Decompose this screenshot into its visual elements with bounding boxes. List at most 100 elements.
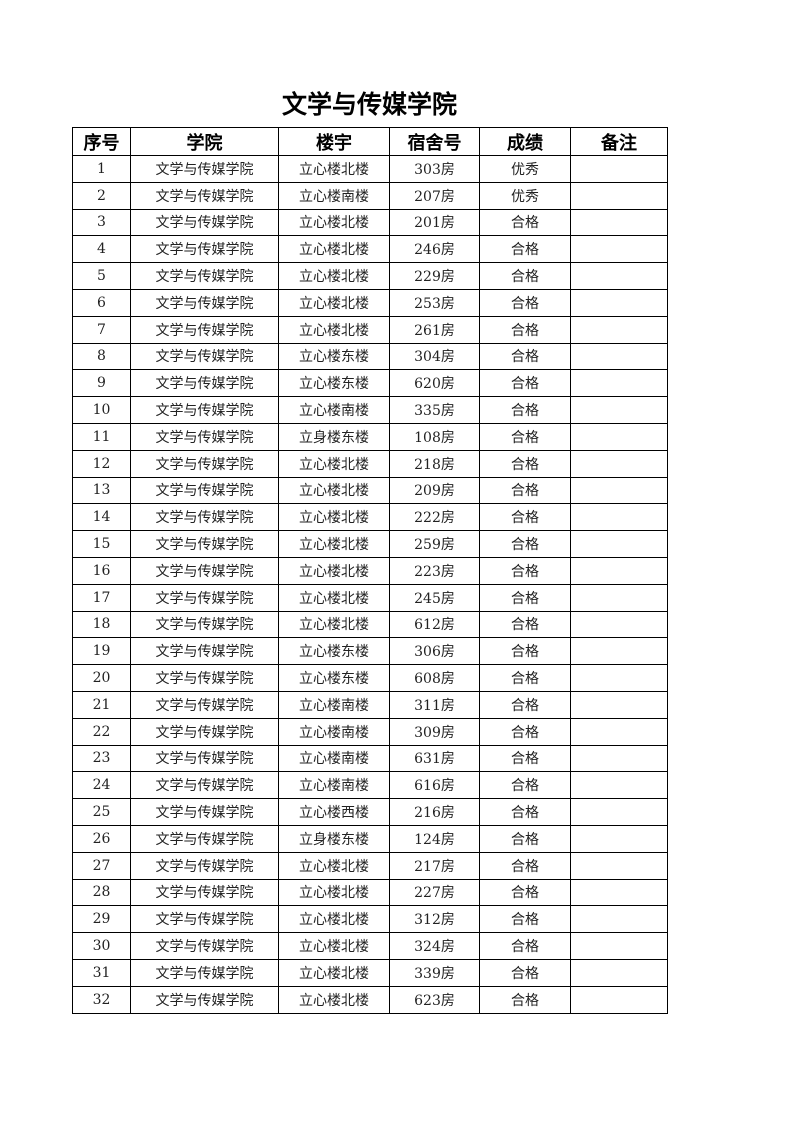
cell-college: 文学与传媒学院 bbox=[130, 878, 279, 907]
cell-index: 7 bbox=[72, 315, 131, 344]
cell-index: 25 bbox=[72, 798, 131, 826]
cell-room: 227房 bbox=[389, 878, 480, 907]
table-row: 5 文学与传媒学院 立心楼北楼 229房 合格 bbox=[72, 262, 668, 290]
cell-building: 立心楼南楼 bbox=[278, 717, 390, 746]
cell-remarks bbox=[570, 315, 668, 344]
table-row: 15 文学与传媒学院 立心楼北楼 259房 合格 bbox=[72, 530, 668, 558]
cell-room: 608房 bbox=[389, 664, 480, 692]
cell-grade: 合格 bbox=[479, 556, 571, 585]
cell-grade: 合格 bbox=[479, 771, 571, 800]
cell-index: 1 bbox=[72, 155, 131, 183]
cell-room: 259房 bbox=[389, 530, 480, 558]
cell-remarks bbox=[570, 610, 668, 639]
cell-building: 立心楼东楼 bbox=[278, 664, 390, 692]
cell-remarks bbox=[570, 342, 668, 371]
cell-building: 立心楼南楼 bbox=[278, 396, 390, 424]
cell-grade: 合格 bbox=[479, 369, 571, 398]
cell-room: 222房 bbox=[389, 503, 480, 532]
cell-building: 立心楼北楼 bbox=[278, 155, 390, 183]
cell-grade: 合格 bbox=[479, 878, 571, 907]
cell-remarks bbox=[570, 422, 668, 451]
cell-grade: 合格 bbox=[479, 637, 571, 666]
cell-building: 立心楼南楼 bbox=[278, 771, 390, 800]
cell-grade: 合格 bbox=[479, 449, 571, 478]
cell-grade: 优秀 bbox=[479, 181, 571, 210]
header-college: 学院 bbox=[130, 127, 279, 156]
cell-remarks bbox=[570, 905, 668, 934]
cell-college: 文学与传媒学院 bbox=[130, 610, 279, 639]
header-index: 序号 bbox=[72, 127, 131, 156]
cell-index: 14 bbox=[72, 503, 131, 532]
cell-college: 文学与传媒学院 bbox=[130, 851, 279, 880]
cell-grade: 合格 bbox=[479, 664, 571, 692]
cell-grade: 合格 bbox=[479, 717, 571, 746]
cell-remarks bbox=[570, 932, 668, 960]
table-row: 11 文学与传媒学院 立身楼东楼 108房 合格 bbox=[72, 422, 668, 451]
table-row: 25 文学与传媒学院 立心楼西楼 216房 合格 bbox=[72, 798, 668, 826]
cell-remarks bbox=[570, 181, 668, 210]
cell-remarks bbox=[570, 798, 668, 826]
cell-college: 文学与传媒学院 bbox=[130, 771, 279, 800]
cell-remarks bbox=[570, 717, 668, 746]
cell-index: 22 bbox=[72, 717, 131, 746]
cell-room: 631房 bbox=[389, 744, 480, 773]
cell-remarks bbox=[570, 208, 668, 237]
table-row: 12 文学与传媒学院 立心楼北楼 218房 合格 bbox=[72, 449, 668, 478]
cell-building: 立心楼南楼 bbox=[278, 690, 390, 719]
cell-remarks bbox=[570, 288, 668, 317]
cell-room: 223房 bbox=[389, 556, 480, 585]
cell-room: 312房 bbox=[389, 905, 480, 934]
cell-grade: 合格 bbox=[479, 342, 571, 371]
cell-index: 10 bbox=[72, 396, 131, 424]
cell-building: 立心楼北楼 bbox=[278, 905, 390, 934]
cell-grade: 合格 bbox=[479, 583, 571, 612]
cell-building: 立心楼北楼 bbox=[278, 958, 390, 987]
cell-room: 209房 bbox=[389, 476, 480, 505]
cell-room: 253房 bbox=[389, 288, 480, 317]
cell-index: 26 bbox=[72, 824, 131, 853]
cell-college: 文学与传媒学院 bbox=[130, 905, 279, 934]
cell-building: 立心楼东楼 bbox=[278, 637, 390, 666]
cell-grade: 合格 bbox=[479, 530, 571, 558]
cell-remarks bbox=[570, 690, 668, 719]
cell-building: 立心楼北楼 bbox=[278, 878, 390, 907]
cell-room: 246房 bbox=[389, 235, 480, 264]
cell-grade: 合格 bbox=[479, 396, 571, 424]
cell-building: 立心楼东楼 bbox=[278, 369, 390, 398]
cell-grade: 合格 bbox=[479, 824, 571, 853]
cell-building: 立心楼北楼 bbox=[278, 208, 390, 237]
cell-remarks bbox=[570, 396, 668, 424]
cell-index: 32 bbox=[72, 985, 131, 1014]
cell-building: 立心楼北楼 bbox=[278, 449, 390, 478]
cell-college: 文学与传媒学院 bbox=[130, 449, 279, 478]
cell-college: 文学与传媒学院 bbox=[130, 396, 279, 424]
cell-room: 311房 bbox=[389, 690, 480, 719]
table-row: 17 文学与传媒学院 立心楼北楼 245房 合格 bbox=[72, 583, 668, 612]
cell-grade: 合格 bbox=[479, 958, 571, 987]
cell-index: 31 bbox=[72, 958, 131, 987]
cell-building: 立心楼北楼 bbox=[278, 476, 390, 505]
cell-college: 文学与传媒学院 bbox=[130, 235, 279, 264]
cell-grade: 合格 bbox=[479, 610, 571, 639]
cell-grade: 合格 bbox=[479, 262, 571, 290]
cell-room: 620房 bbox=[389, 369, 480, 398]
cell-building: 立心楼北楼 bbox=[278, 583, 390, 612]
cell-remarks bbox=[570, 664, 668, 692]
cell-building: 立身楼东楼 bbox=[278, 824, 390, 853]
cell-college: 文学与传媒学院 bbox=[130, 288, 279, 317]
cell-college: 文学与传媒学院 bbox=[130, 315, 279, 344]
cell-room: 616房 bbox=[389, 771, 480, 800]
cell-college: 文学与传媒学院 bbox=[130, 556, 279, 585]
cell-college: 文学与传媒学院 bbox=[130, 744, 279, 773]
cell-building: 立心楼东楼 bbox=[278, 342, 390, 371]
cell-index: 28 bbox=[72, 878, 131, 907]
cell-remarks bbox=[570, 476, 668, 505]
cell-college: 文学与传媒学院 bbox=[130, 717, 279, 746]
cell-college: 文学与传媒学院 bbox=[130, 583, 279, 612]
table-row: 21 文学与传媒学院 立心楼南楼 311房 合格 bbox=[72, 690, 668, 719]
cell-room: 304房 bbox=[389, 342, 480, 371]
cell-building: 立心楼北楼 bbox=[278, 932, 390, 960]
table-row: 23 文学与传媒学院 立心楼南楼 631房 合格 bbox=[72, 744, 668, 773]
cell-college: 文学与传媒学院 bbox=[130, 208, 279, 237]
cell-college: 文学与传媒学院 bbox=[130, 985, 279, 1014]
